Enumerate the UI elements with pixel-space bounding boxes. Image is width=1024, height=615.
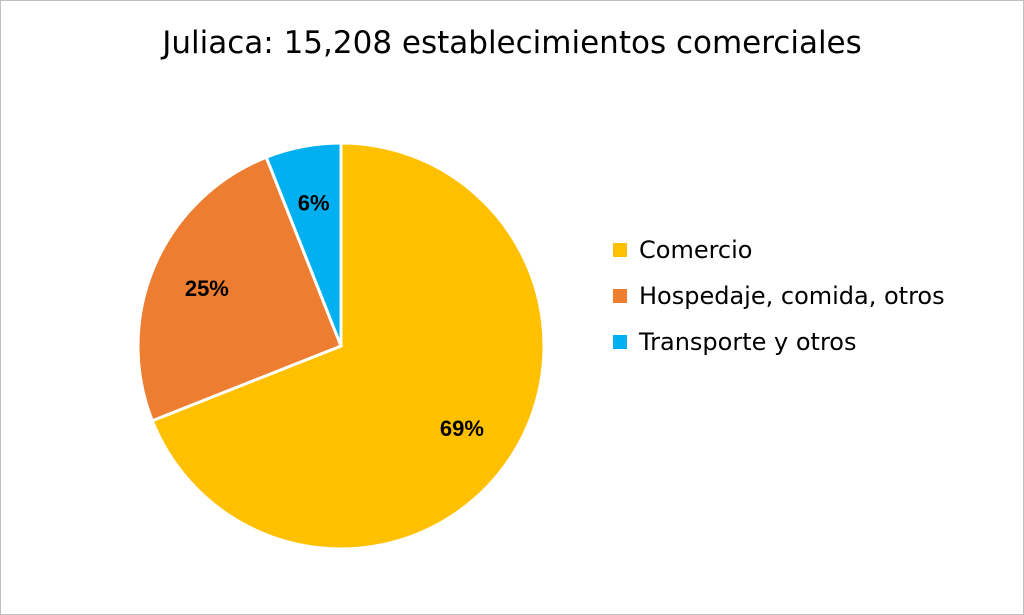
data-label-2: 6% — [298, 190, 330, 215]
chart-title: Juliaca: 15,208 establecimientos comerci… — [162, 25, 862, 61]
pie-slice-1 — [136, 155, 343, 423]
legend-swatch — [613, 289, 627, 303]
legend-item-transporte: Transporte y otros — [613, 319, 945, 365]
data-label-0: 69% — [440, 416, 484, 441]
pie-slice-0 — [150, 141, 546, 551]
legend-item-hospedaje: Hospedaje, comida, otros — [613, 273, 945, 319]
legend-label: Comercio — [639, 236, 753, 264]
legend: Comercio Hospedaje, comida, otros Transp… — [613, 227, 945, 365]
legend-label: Transporte y otros — [639, 328, 857, 356]
legend-item-comercio: Comercio — [613, 227, 945, 273]
pie-slice-2 — [264, 141, 343, 347]
legend-swatch — [613, 243, 627, 257]
data-label-1: 25% — [185, 276, 229, 301]
legend-swatch — [613, 335, 627, 349]
legend-label: Hospedaje, comida, otros — [639, 282, 945, 310]
